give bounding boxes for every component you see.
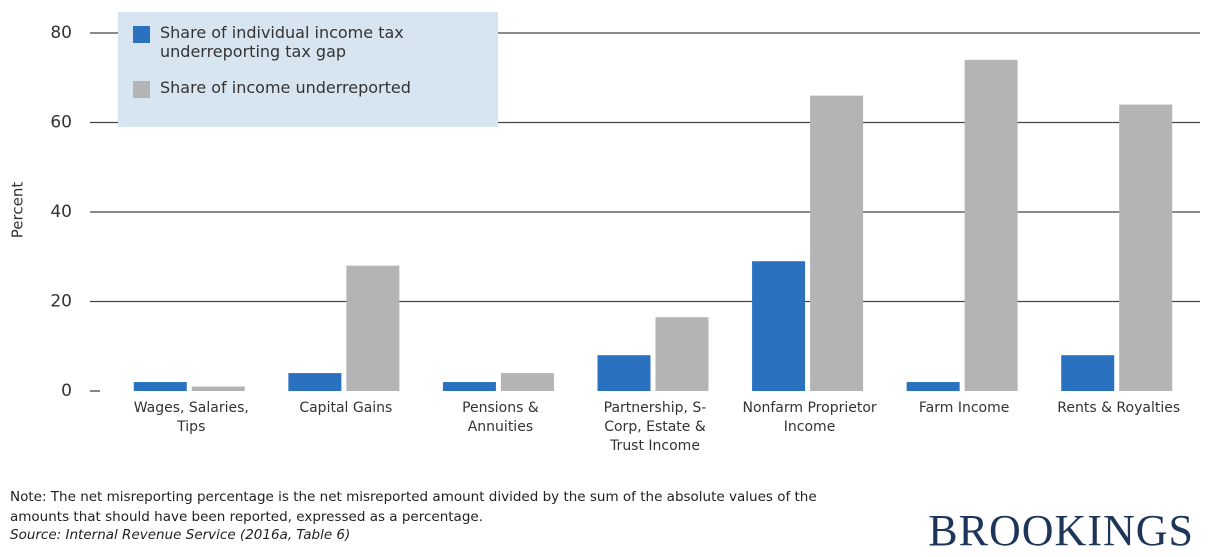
x-tick-label: Capital Gains xyxy=(299,400,393,416)
legend-swatch xyxy=(133,81,150,98)
legend-label: Share of individual income tax underrepo… xyxy=(160,23,404,61)
legend-swatch xyxy=(133,26,150,43)
bar xyxy=(346,265,400,391)
legend-label-box: Share of income underreported xyxy=(160,78,411,97)
brand-logo: BROOKINGS xyxy=(928,506,1194,555)
note: Note: The net misreporting percentage is… xyxy=(10,489,817,525)
y-tick-label: 80 xyxy=(50,23,72,43)
bar xyxy=(1119,104,1173,391)
x-tick-label: Farm Income xyxy=(918,400,1010,416)
legend-background xyxy=(118,12,498,127)
x-tick-label: Wages, Salaries, Tips xyxy=(133,400,249,435)
bar xyxy=(442,382,496,391)
x-tick-label-box: Farm Income xyxy=(918,400,1010,416)
bar xyxy=(597,355,651,391)
bar xyxy=(500,373,554,391)
x-tick-label-box: Partnership, S-Corp, Estate & Trust Inco… xyxy=(603,400,707,454)
y-tick-label: 20 xyxy=(50,292,72,312)
x-tick-label-box: Wages, Salaries, Tips xyxy=(133,400,249,435)
bar xyxy=(810,95,864,392)
bar xyxy=(655,317,709,391)
x-tick-label-box: Capital Gains xyxy=(299,400,393,416)
x-tick-label-box: Nonfarm Proprietor Income xyxy=(742,400,877,435)
y-tick-label: 40 xyxy=(50,202,72,222)
x-tick-label-box: Rents & Royalties xyxy=(1057,400,1181,416)
legend-label-box: Share of individual income tax underrepo… xyxy=(160,23,404,61)
y-tick-label: 0 xyxy=(61,381,72,401)
bar xyxy=(752,261,806,391)
bar xyxy=(1061,355,1115,391)
x-tick-label-box: Pensions & Annuities xyxy=(462,400,539,435)
bar xyxy=(288,373,342,391)
source: Source: Internal Revenue Service (2016a,… xyxy=(10,527,351,543)
bar xyxy=(133,382,187,391)
bar xyxy=(964,59,1018,391)
x-tick-label: Nonfarm Proprietor Income xyxy=(742,400,877,435)
x-tick-label: Rents & Royalties xyxy=(1057,400,1181,416)
bar xyxy=(906,382,960,391)
bar xyxy=(191,386,245,391)
legend-label: Share of income underreported xyxy=(160,78,411,97)
y-axis-label: Percent xyxy=(9,182,27,239)
x-tick-label: Partnership, S-Corp, Estate & Trust Inco… xyxy=(603,400,707,454)
y-tick-label: 60 xyxy=(50,113,72,133)
x-tick-label: Pensions & Annuities xyxy=(462,400,539,435)
chart: Percent 0 20 40 60 80 Wages, Salaries, Tips Ca… xyxy=(9,12,1200,454)
